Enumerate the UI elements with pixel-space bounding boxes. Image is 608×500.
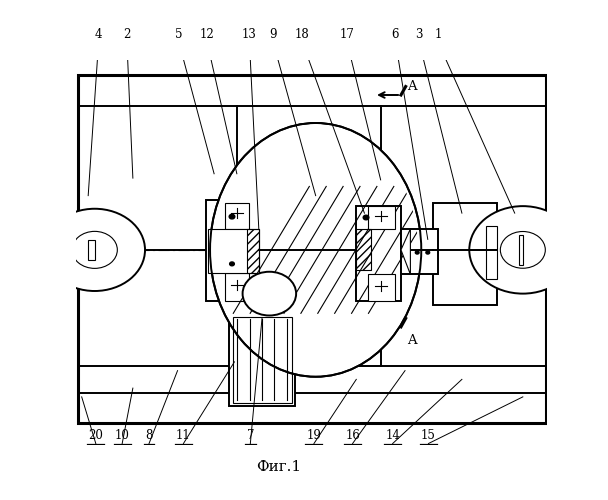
Text: 4: 4: [95, 28, 102, 40]
Bar: [368, 274, 395, 300]
Text: 5: 5: [175, 28, 182, 40]
Text: A: A: [407, 334, 417, 347]
Text: 20: 20: [88, 430, 103, 442]
Bar: [401, 229, 438, 274]
Bar: [368, 206, 395, 229]
Text: 10: 10: [115, 430, 130, 442]
Ellipse shape: [210, 123, 421, 377]
Circle shape: [72, 232, 117, 268]
Text: 7: 7: [247, 430, 254, 442]
Bar: [232, 317, 292, 402]
Bar: [206, 200, 259, 300]
Text: 13: 13: [242, 28, 257, 40]
Text: 2: 2: [123, 28, 131, 40]
Text: A: A: [407, 80, 417, 93]
Text: 1: 1: [434, 28, 441, 40]
Text: 6: 6: [392, 28, 399, 40]
Bar: [247, 229, 259, 272]
Text: 9: 9: [269, 28, 277, 40]
Text: 15: 15: [421, 430, 436, 442]
Circle shape: [500, 232, 545, 268]
Circle shape: [469, 206, 576, 294]
Bar: [88, 240, 95, 260]
Circle shape: [44, 209, 145, 291]
Bar: [225, 272, 249, 300]
Text: 14: 14: [385, 430, 400, 442]
Text: 8: 8: [145, 430, 153, 442]
Circle shape: [229, 214, 235, 219]
Text: 18: 18: [295, 28, 309, 40]
Circle shape: [363, 215, 369, 220]
Circle shape: [426, 251, 430, 254]
Circle shape: [415, 251, 419, 254]
Text: 11: 11: [176, 430, 191, 442]
Circle shape: [243, 272, 296, 316]
Bar: [434, 202, 497, 305]
Bar: [225, 202, 249, 229]
Bar: [486, 226, 497, 279]
Text: 17: 17: [339, 28, 354, 40]
Bar: [209, 229, 259, 272]
Polygon shape: [401, 229, 410, 274]
Text: 3: 3: [415, 28, 423, 40]
Bar: [356, 229, 371, 270]
Bar: [519, 234, 523, 265]
Bar: [356, 206, 401, 300]
Text: 19: 19: [306, 430, 322, 442]
Text: 16: 16: [345, 430, 360, 442]
Text: 12: 12: [199, 28, 215, 40]
Bar: [229, 314, 295, 406]
Circle shape: [230, 262, 234, 266]
Text: Фиг.1: Фиг.1: [256, 460, 301, 474]
